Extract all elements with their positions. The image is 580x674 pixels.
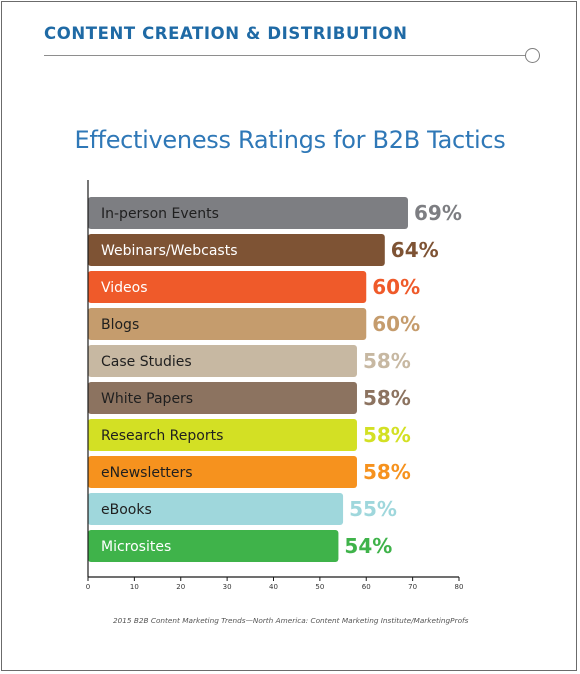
x-tick-label-0: 0 [86,583,90,591]
bar-research-reports [88,419,357,451]
bar-value-case-studies: 58% [363,349,411,373]
bar-microsites [88,530,339,562]
divider-end-circle [525,48,540,63]
x-tick-label-20: 20 [176,583,185,591]
bar-value-research-reports: 58% [363,423,411,447]
bar-label-videos: Videos [101,280,148,296]
bar-ebooks [88,493,344,525]
source-citation: 2015 B2B Content Marketing Trends—North … [113,616,469,625]
bar-value-enewsletters: 58% [363,460,411,484]
chart-title: Effectiveness Ratings for B2B Tactics [74,126,506,154]
bar-label-case-studies: Case Studies [101,354,192,370]
bar-in-person-events [88,197,408,229]
bar-blogs [88,308,367,340]
bar-label-blogs: Blogs [101,317,139,333]
bar-value-ebooks: 55% [349,497,397,521]
x-tick-label-70: 70 [408,583,417,591]
bar-label-research-reports: Research Reports [101,428,223,444]
bar-value-white-papers: 58% [363,386,411,410]
bar-value-webinars-webcasts: 64% [391,238,439,262]
bar-label-white-papers: White Papers [101,391,193,407]
x-tick-label-30: 30 [223,583,232,591]
bar-enewsletters [88,456,357,488]
bar-value-in-person-events: 69% [414,201,462,225]
bar-value-blogs: 60% [372,312,420,336]
bar-label-in-person-events: In-person Events [101,206,219,222]
bar-value-videos: 60% [372,275,420,299]
bar-value-microsites: 54% [344,534,392,558]
x-tick-label-50: 50 [315,583,324,591]
section-title: CONTENT CREATION & DISTRIBUTION [44,24,408,43]
bar-white-papers [88,382,357,414]
bar-case-studies [88,345,357,377]
x-tick-label-80: 80 [455,583,464,591]
bar-label-webinars-webcasts: Webinars/Webcasts [101,243,238,259]
bar-label-microsites: Microsites [101,539,171,555]
bar-webinars-webcasts [88,234,385,266]
x-tick-label-10: 10 [130,583,139,591]
x-tick-label-60: 60 [362,583,371,591]
bar-videos [88,271,367,303]
header-divider [44,55,526,56]
bar-label-enewsletters: eNewsletters [101,465,193,481]
bar-label-ebooks: eBooks [101,502,152,518]
x-tick-label-40: 40 [269,583,278,591]
